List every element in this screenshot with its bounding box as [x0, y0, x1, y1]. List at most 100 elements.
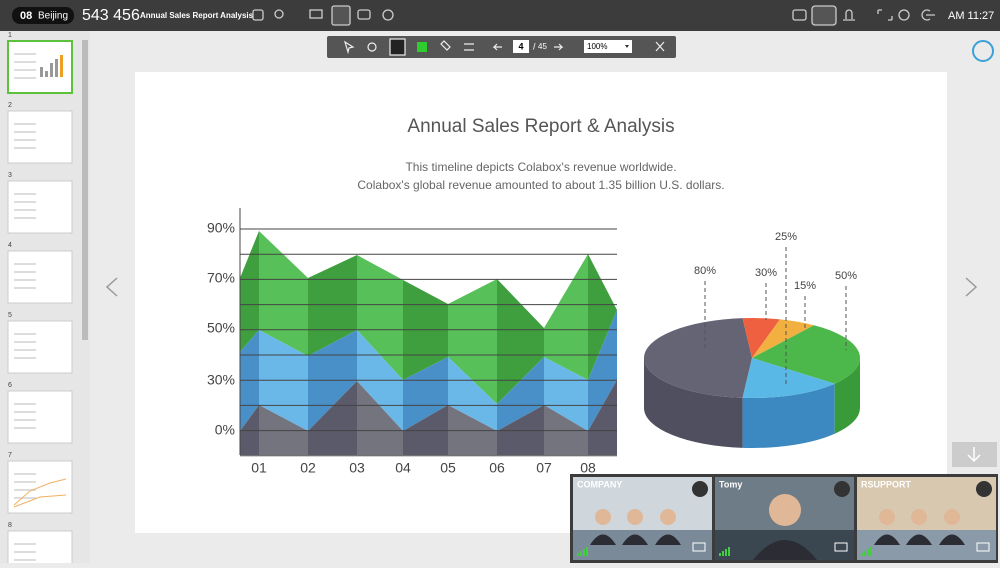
pie-side	[742, 383, 835, 448]
video-tiles: COMPANY Tomy RSUPPORT	[573, 477, 996, 560]
person-body	[753, 540, 817, 560]
area-segment	[403, 405, 448, 455]
area-segment	[448, 405, 497, 455]
pie-label: 30%	[755, 267, 777, 279]
thumbnail-line	[14, 147, 36, 149]
top-icons	[252, 5, 935, 26]
lock-icon[interactable]	[252, 9, 264, 21]
thumbnail-line	[14, 489, 36, 491]
thumbnail[interactable]	[7, 110, 73, 164]
pie-label: 15%	[794, 280, 816, 292]
pen-tool[interactable]	[389, 38, 406, 56]
next-page[interactable]	[554, 43, 564, 51]
thumbnail-line	[14, 403, 36, 405]
signal-bar	[580, 551, 582, 556]
area-segment	[588, 310, 617, 431]
toolbar-tools	[343, 38, 665, 56]
x-axis-label: 06	[489, 460, 505, 476]
y-axis-label: 90%	[207, 220, 235, 236]
bell-icon[interactable]	[843, 9, 855, 21]
pointer-tool[interactable]	[343, 40, 355, 55]
thumbnail-line	[14, 271, 36, 273]
screen-icon	[834, 542, 848, 552]
screen-icon[interactable]	[309, 9, 323, 19]
mute-icon[interactable]	[692, 481, 708, 497]
undo-tool[interactable]	[464, 43, 474, 51]
share-icon[interactable]	[274, 9, 284, 19]
thumbnail-number: 2	[8, 102, 12, 109]
signal-bar	[586, 547, 588, 556]
prev-page[interactable]	[492, 43, 502, 51]
room-badge: 08	[20, 10, 32, 22]
area-segment	[588, 380, 617, 455]
area-segment	[308, 381, 357, 455]
chat-icon[interactable]	[972, 40, 994, 62]
signal-bar	[722, 551, 724, 556]
laser-tool[interactable]	[367, 42, 377, 52]
thumbnail-number: 8	[8, 522, 12, 529]
pie-label: 25%	[775, 231, 797, 243]
city: Beijing	[38, 11, 68, 22]
fullscreen-icon[interactable]	[877, 9, 893, 21]
signal-bar	[867, 549, 869, 556]
y-axis-label: 70%	[207, 270, 235, 286]
thumbnail[interactable]	[7, 530, 73, 568]
video-icon[interactable]	[792, 9, 807, 21]
prev-arrow[interactable]	[105, 277, 118, 297]
thumbnail-line	[14, 209, 36, 211]
next-arrow[interactable]	[965, 277, 978, 297]
person-head	[627, 509, 643, 525]
pie-side	[644, 358, 645, 408]
exit-icon[interactable]	[921, 9, 935, 21]
room-badge-bg	[12, 7, 74, 24]
signal-bar	[725, 549, 727, 556]
page-input[interactable]	[513, 40, 529, 53]
doc-icon[interactable]	[331, 5, 351, 26]
camera-icon[interactable]	[357, 9, 371, 20]
zoom-select[interactable]	[584, 40, 632, 53]
color-picker[interactable]	[417, 42, 427, 52]
thumbnail[interactable]	[7, 250, 73, 304]
record-icon[interactable]	[382, 9, 394, 21]
thumbnail-line	[14, 473, 36, 475]
thumbnail-line	[14, 53, 36, 55]
scrollbar[interactable]	[82, 40, 88, 340]
thumbnail[interactable]	[7, 320, 73, 374]
signal-bar	[861, 553, 863, 556]
thumbnail-line	[14, 349, 36, 351]
person-head	[660, 509, 676, 525]
area-segment	[497, 357, 544, 431]
area-segment	[448, 279, 497, 404]
eraser-tool[interactable]	[440, 40, 451, 51]
person-body	[590, 534, 616, 545]
area-segment	[448, 357, 497, 431]
area-segment	[240, 231, 259, 352]
page-separator: /	[533, 41, 536, 51]
thumbnail-line	[14, 333, 36, 335]
area-segment	[357, 255, 403, 380]
y-axis-label: 0%	[215, 422, 235, 438]
zoom: 100%	[587, 42, 607, 51]
area-segment	[497, 405, 544, 455]
mute-icon[interactable]	[976, 481, 992, 497]
thumbnail[interactable]	[7, 390, 73, 444]
thumbnail-number: 7	[8, 452, 12, 459]
pie-slice	[742, 358, 835, 399]
area-segment	[357, 381, 403, 455]
thumbnail[interactable]	[7, 180, 73, 234]
slide-subtitle: Colabox's global revenue amounted to abo…	[357, 178, 724, 192]
pie-label: 50%	[835, 270, 857, 282]
screen-icon	[692, 542, 706, 552]
thumbnail-number: 6	[8, 382, 12, 389]
person-body	[655, 534, 681, 545]
mic-icon[interactable]	[811, 5, 837, 26]
person-body	[906, 534, 932, 545]
settings-icon[interactable]	[898, 9, 910, 21]
x-axis-label: 05	[440, 460, 456, 476]
thumbnail-line	[14, 481, 36, 483]
mute-icon[interactable]	[834, 481, 850, 497]
thumbnail-line	[14, 263, 36, 265]
document-title: Annual Sales Report Analysis	[140, 11, 254, 20]
close-toolbar[interactable]	[655, 41, 665, 52]
